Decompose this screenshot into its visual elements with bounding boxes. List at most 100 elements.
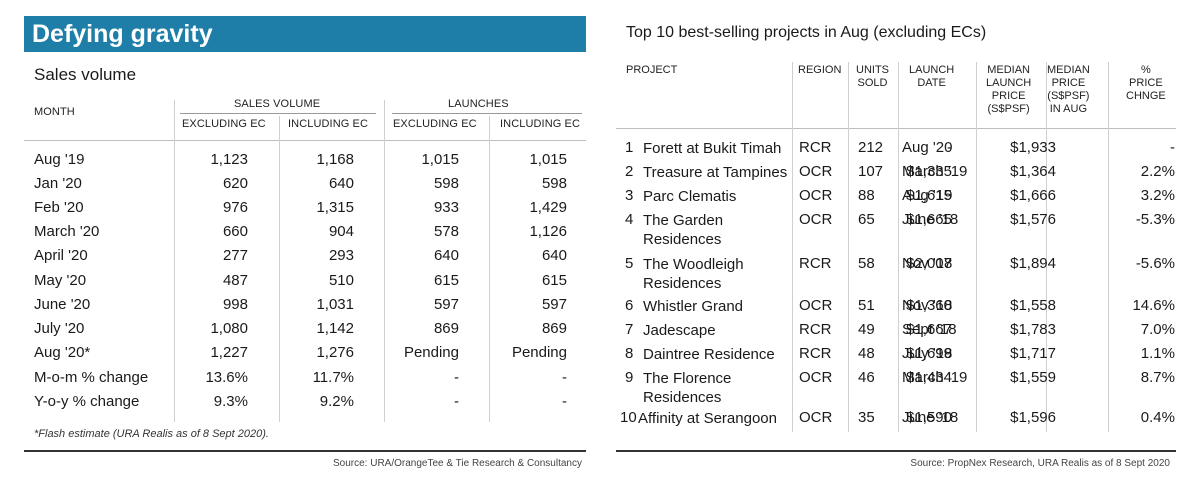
header-project: PROJECT xyxy=(626,64,678,76)
header-median-price-aug: MEDIAN PRICE (S$PSF) IN AUG xyxy=(1047,64,1090,115)
region-cell: OCR xyxy=(799,187,833,204)
sales-including-ec-cell: 11.7% xyxy=(312,369,354,386)
rank-cell: 5 xyxy=(625,255,634,272)
price-change-cell: 0.4% xyxy=(1140,409,1175,426)
median-price-aug-cell: $1,364 xyxy=(1010,163,1056,180)
column-divider xyxy=(174,100,175,422)
median-launch-price-cell: $2,007 xyxy=(906,255,952,272)
region-cell: RCR xyxy=(799,255,832,272)
sales-excluding-ec-cell: 13.6% xyxy=(205,369,248,386)
sales-excluding-ec-cell: 620 xyxy=(222,175,248,192)
median-launch-price-cell: $1,699 xyxy=(906,345,952,362)
launches-excluding-ec-cell: 640 xyxy=(433,247,459,264)
sales-volume-subtitle: Sales volume xyxy=(34,65,137,84)
sales-including-ec-cell: 9.2% xyxy=(319,393,354,410)
price-change-cell: 8.7% xyxy=(1140,369,1175,386)
sales-excluding-ec-cell: 9.3% xyxy=(213,393,248,410)
flash-estimate-footnote: *Flash estimate (URA Realis as of 8 Sept… xyxy=(34,428,269,440)
units-sold-cell: 35 xyxy=(858,409,875,426)
project-name-cell: The Florence Residences xyxy=(643,370,732,406)
header-launches: LAUNCHES xyxy=(448,98,509,110)
median-price-aug-cell: $1,933 xyxy=(1010,139,1056,156)
region-cell: RCR xyxy=(799,139,832,156)
month-cell: Aug '19 xyxy=(34,151,85,168)
sales-excluding-ec-cell: 1,080 xyxy=(210,320,248,337)
launches-group-rule xyxy=(392,113,582,114)
project-table-row: 8 Daintree Residence RCR 48 July '18 $1,699 $1… xyxy=(616,342,1176,366)
project-table-row: 9 The Florence Residences OCR 46 March '19 $1… xyxy=(616,366,1176,408)
project-table-row: 4 The Garden Residences OCR 65 June '18 $1,66… xyxy=(616,208,1176,250)
region-cell: OCR xyxy=(799,163,833,180)
month-cell: March '20 xyxy=(34,223,100,240)
sales-table-row: Jan '20 620 640 598 598 xyxy=(24,172,586,196)
project-name-cell: The Woodleigh Residences xyxy=(643,256,744,292)
header-launch-date: LAUNCH DATE xyxy=(909,64,955,89)
project-table-row: 10 Affinity at Serangoon OCR 35 June '18 $1,5… xyxy=(616,406,1176,430)
launch-date-cell: June '18 xyxy=(902,409,959,426)
month-cell: M-o-m % change xyxy=(34,369,149,386)
launches-including-ec-cell: - xyxy=(562,393,567,410)
units-sold-cell: 51 xyxy=(858,297,875,314)
bottom-rule xyxy=(24,450,586,452)
units-sold-cell: 65 xyxy=(858,211,875,228)
median-price-aug-cell: $1,894 xyxy=(1010,255,1056,272)
price-change-cell: 7.0% xyxy=(1140,321,1175,338)
column-divider xyxy=(976,62,977,432)
units-sold-cell: 88 xyxy=(858,187,875,204)
launch-date-cell: Nov '18 xyxy=(902,297,953,314)
launches-excluding-ec-cell: 597 xyxy=(433,296,459,313)
sales-table-row: May '20 487 510 615 615 xyxy=(24,269,586,293)
sales-including-ec-cell: 1,168 xyxy=(316,151,354,168)
sales-table-row: Aug '19 1,123 1,168 1,015 1,015 xyxy=(24,148,586,172)
sales-including-ec-cell: 640 xyxy=(328,175,354,192)
price-change-cell: 1.1% xyxy=(1140,345,1175,362)
region-cell: OCR xyxy=(799,211,833,228)
column-divider xyxy=(848,62,849,432)
launch-date-cell: Sept '18 xyxy=(902,321,957,338)
launches-including-ec-cell: - xyxy=(562,369,567,386)
top-projects-panel: Top 10 best-selling projects in Aug (exc… xyxy=(616,16,1176,470)
rank-cell: 4 xyxy=(625,211,634,228)
sales-table-row: Feb '20 976 1,315 933 1,429 xyxy=(24,196,586,220)
launch-date-cell: July '18 xyxy=(902,345,953,362)
sales-including-ec-cell: 293 xyxy=(328,247,354,264)
column-divider xyxy=(1108,62,1109,432)
sales-volume-group-rule xyxy=(180,113,376,114)
region-cell: RCR xyxy=(799,345,832,362)
launch-date-cell: Nov '18 xyxy=(902,255,953,272)
median-launch-price-cell: $1,360 xyxy=(906,297,952,314)
sales-table-row: June '20 998 1,031 597 597 xyxy=(24,293,586,317)
units-sold-cell: 212 xyxy=(858,139,884,156)
sales-excluding-ec-cell: 1,123 xyxy=(210,151,248,168)
project-table-row: 7 Jadescape RCR 49 Sept '18 $1,667 $1,783 7.0% xyxy=(616,318,1176,342)
median-launch-price-cell: - xyxy=(947,139,952,156)
project-table-row: 3 Parc Clematis OCR 88 Aug '19 $1,615 $1,666 3.… xyxy=(616,184,1176,208)
project-name-cell: Forett at Bukit Timah xyxy=(643,140,782,157)
right-source-note: Source: PropNex Research, URA Realis as … xyxy=(910,458,1170,469)
sales-including-ec-cell: 1,031 xyxy=(316,296,354,313)
sales-including-ec-cell: 510 xyxy=(328,272,354,289)
sales-excluding-ec-cell: 976 xyxy=(222,199,248,216)
launches-excluding-ec-cell: 933 xyxy=(433,199,459,216)
launches-including-ec-cell: 1,126 xyxy=(529,223,567,240)
top-projects-title: Top 10 best-selling projects in Aug (exc… xyxy=(626,24,987,41)
launches-including-ec-cell: 597 xyxy=(541,296,567,313)
column-divider xyxy=(279,116,280,422)
rank-cell: 1 xyxy=(625,139,634,156)
header-l-including-ec: INCLUDING EC xyxy=(500,118,581,130)
launches-including-ec-cell: 615 xyxy=(541,272,567,289)
sales-table-row: Y-o-y % change 9.3% 9.2% - - xyxy=(24,390,586,414)
price-change-cell: -5.6% xyxy=(1135,255,1175,272)
launches-excluding-ec-cell: - xyxy=(454,369,459,386)
sales-including-ec-cell: 904 xyxy=(328,223,354,240)
rank-cell: 8 xyxy=(625,345,634,362)
launches-excluding-ec-cell: - xyxy=(454,393,459,410)
sales-table-row: M-o-m % change 13.6% 11.7% - - xyxy=(24,366,586,390)
launches-including-ec-cell: Pending xyxy=(511,344,567,361)
region-cell: OCR xyxy=(799,297,833,314)
rank-cell: 6 xyxy=(625,297,634,314)
column-divider xyxy=(489,116,490,422)
units-sold-cell: 48 xyxy=(858,345,875,362)
project-table-row: 2 Treasure at Tampines OCR 107 March '19 $1,3… xyxy=(616,160,1176,184)
median-launch-price-cell: $1,434 xyxy=(906,369,952,386)
